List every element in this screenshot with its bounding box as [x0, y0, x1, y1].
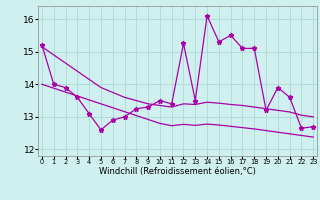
X-axis label: Windchill (Refroidissement éolien,°C): Windchill (Refroidissement éolien,°C) [99, 167, 256, 176]
